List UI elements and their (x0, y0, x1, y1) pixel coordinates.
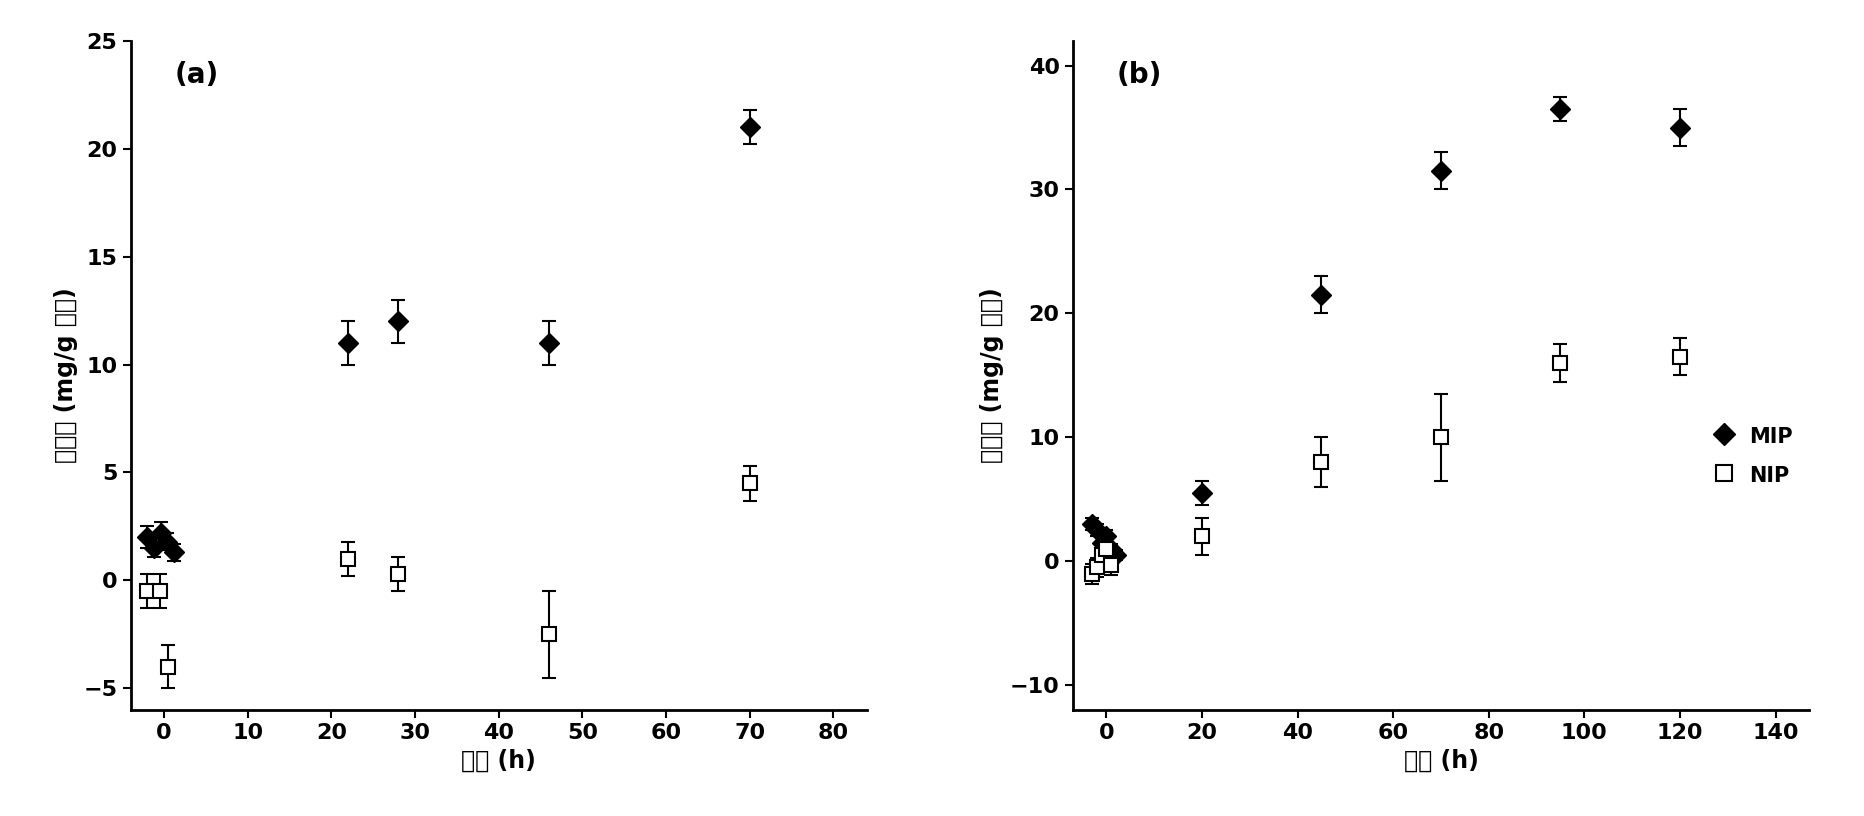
Y-axis label: 吸附量 (mg/g 微球): 吸附量 (mg/g 微球) (980, 287, 1005, 463)
Legend: MIP, NIP: MIP, NIP (1707, 419, 1797, 492)
Text: (a): (a) (175, 61, 218, 89)
X-axis label: 时间 (h): 时间 (h) (1404, 748, 1478, 773)
Text: (b): (b) (1117, 61, 1161, 89)
X-axis label: 时间 (h): 时间 (h) (460, 748, 535, 773)
Y-axis label: 吸附量 (mg/g 微球): 吸附量 (mg/g 微球) (54, 287, 78, 463)
